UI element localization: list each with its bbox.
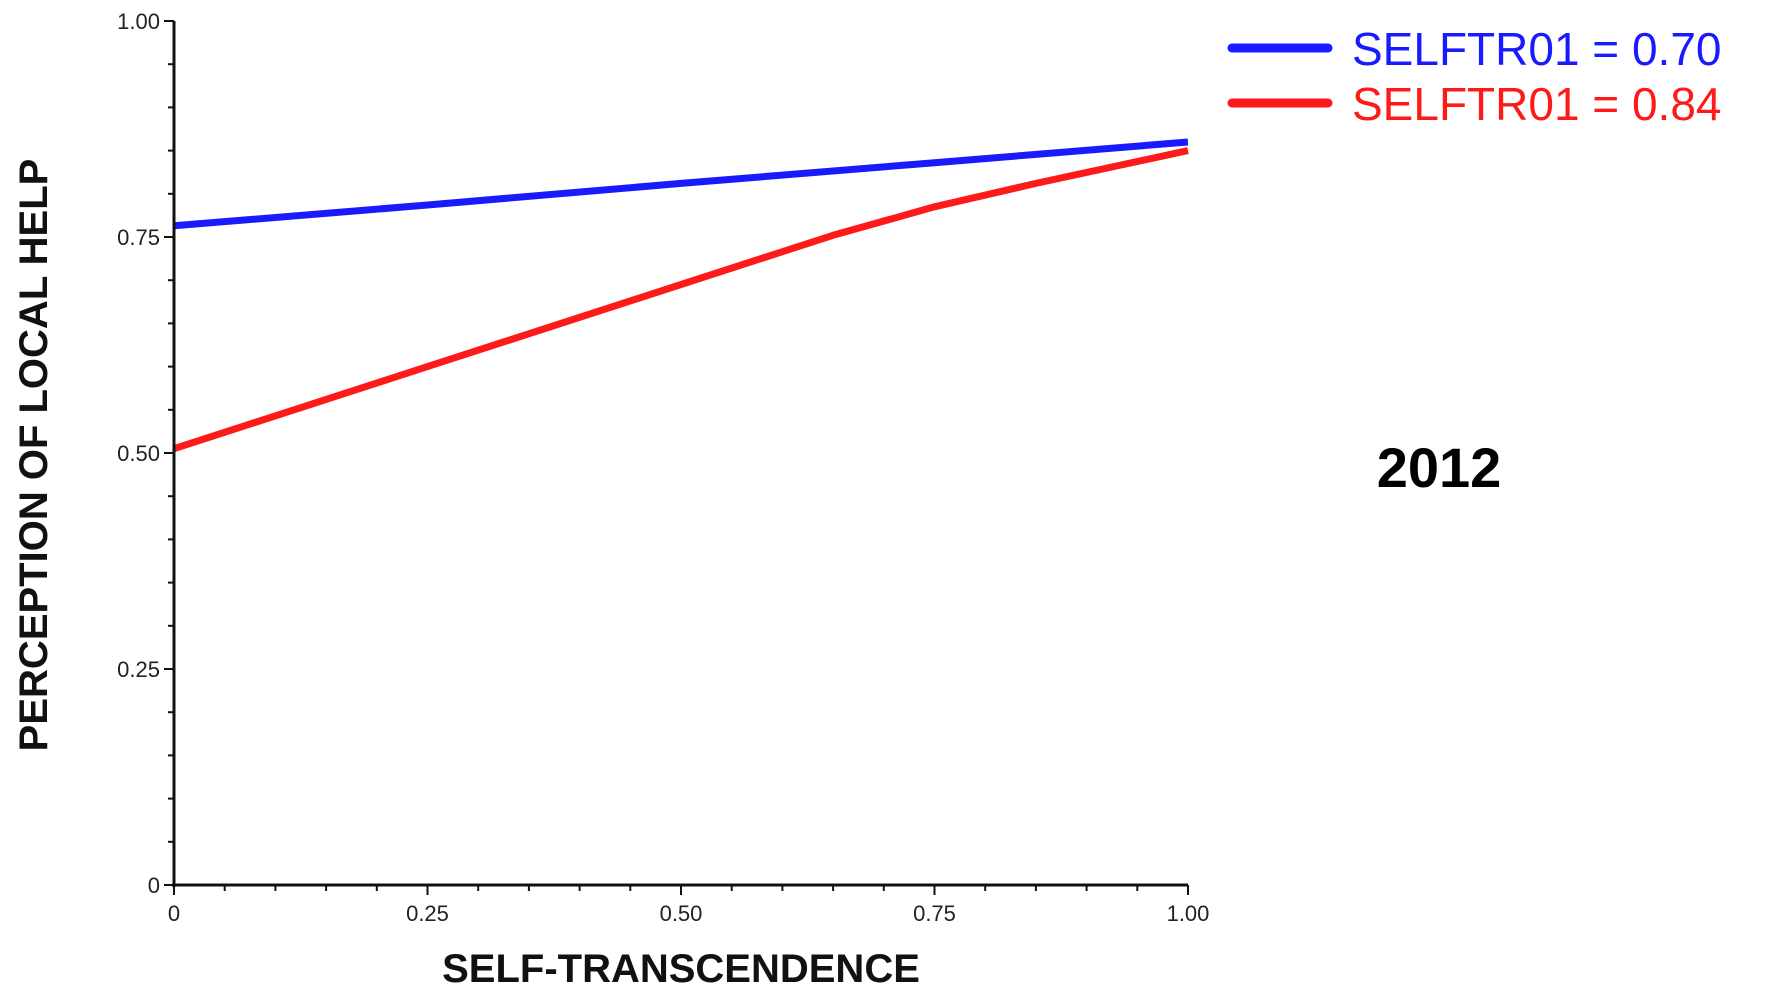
- x-tick-label: 0: [168, 901, 180, 926]
- x-tick-label: 0.25: [406, 901, 449, 926]
- y-tick-label: 0.75: [117, 225, 160, 250]
- y-tick-label: 0.50: [117, 441, 160, 466]
- x-tick-label: 1.00: [1167, 901, 1210, 926]
- y-ticks: 0 0.25 0.50 0.75 1.00: [117, 9, 174, 898]
- legend-label: SELFTR01 = 0.70: [1352, 23, 1721, 75]
- series-lines: [172, 138, 1189, 453]
- x-ticks: 0 0.25 0.50 0.75 1.00: [168, 885, 1210, 926]
- y-tick-label: 1.00: [117, 9, 160, 34]
- y-tick-label: 0.25: [117, 657, 160, 682]
- legend-label: SELFTR01 = 0.84: [1352, 78, 1721, 130]
- x-tick-label: 0.50: [660, 901, 703, 926]
- series-line-1: [173, 138, 1189, 230]
- series-line-2: [172, 147, 1189, 453]
- x-tick-label: 0.75: [913, 901, 956, 926]
- y-tick-label: 0: [148, 873, 160, 898]
- y-axis-title: PERCEPTION OF LOCAL HELP: [12, 159, 56, 752]
- year-annotation: 2012: [1377, 436, 1502, 499]
- x-axis-title: SELF-TRANSCENDENCE: [442, 947, 920, 987]
